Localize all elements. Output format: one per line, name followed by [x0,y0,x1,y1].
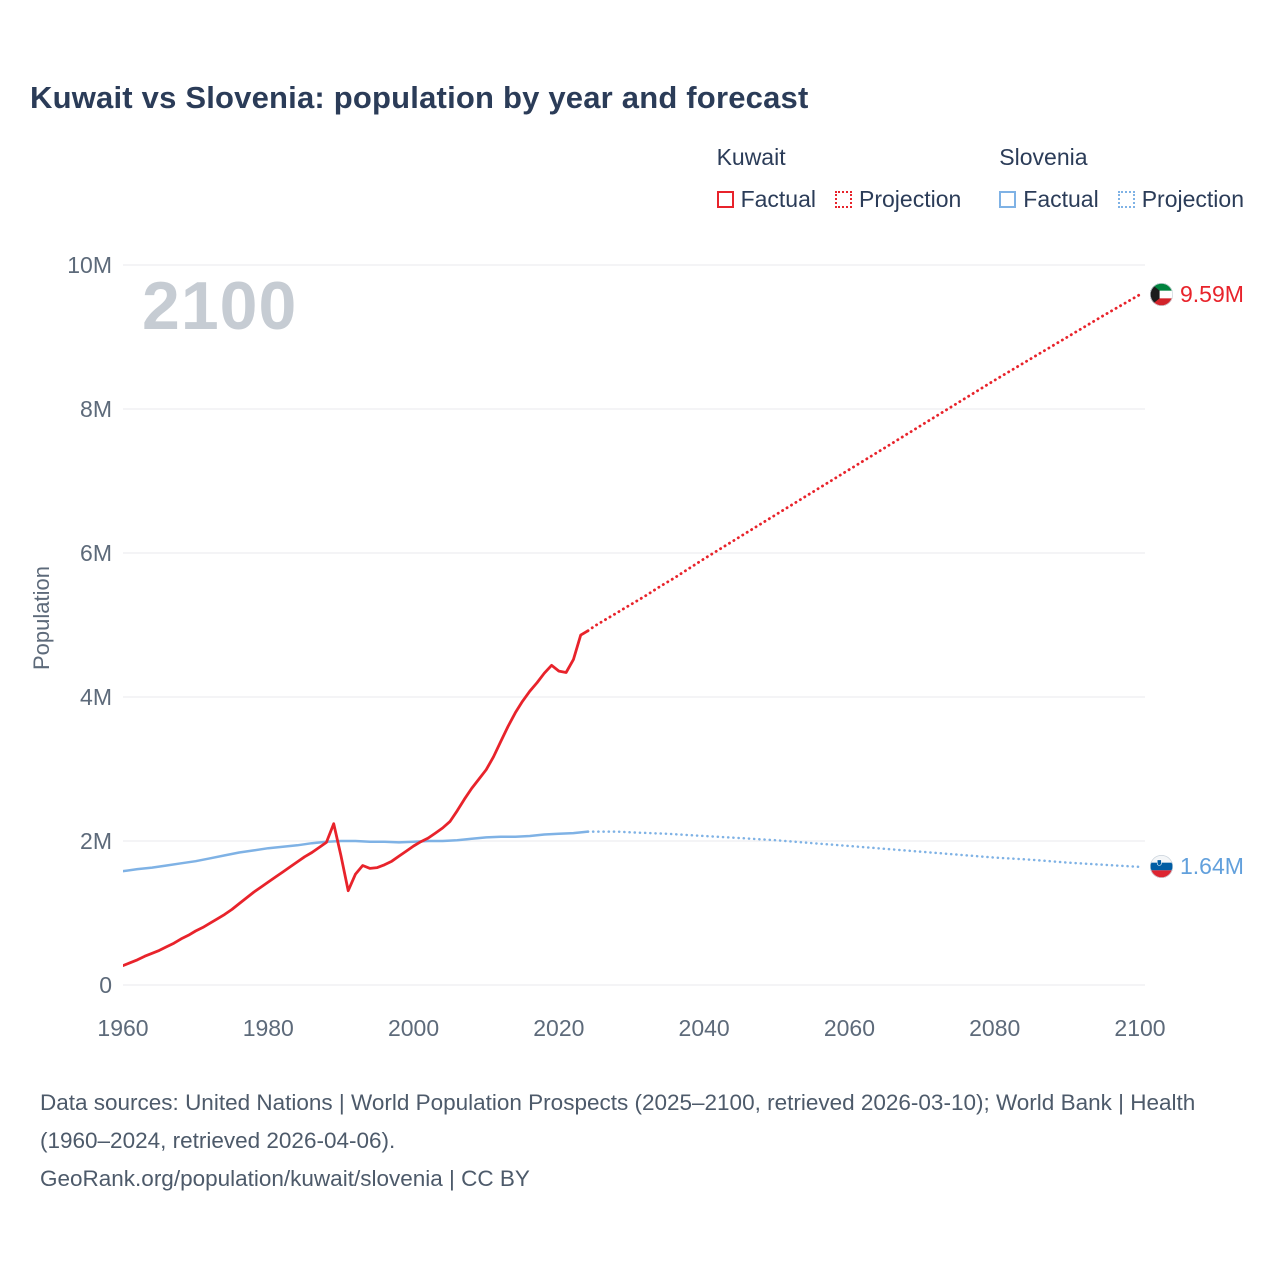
end-label-kuwait: 9.59M [1150,280,1244,310]
x-tick-label: 2100 [1114,1015,1166,1041]
plot-svg [123,264,1145,986]
watermark-year: 2100 [142,268,298,344]
legend-item-label: Projection [859,186,962,212]
legend-group-kuwait: Kuwait Factual Projection [716,144,961,213]
legend-item-label: Factual [1023,186,1099,212]
y-tick-label: 0 [99,972,112,998]
legend-group-title-slovenia: Slovenia [999,144,1088,170]
x-tick-label: 1960 [97,1015,149,1041]
legend-row-kuwait: Factual Projection [716,186,961,213]
x-tick-label: 2020 [533,1015,585,1041]
slovenia-flag-icon [1150,855,1173,879]
legend-item-label: Factual [740,186,816,212]
y-tick-label: 6M [80,540,112,566]
legend-item-label: Projection [1141,186,1244,212]
legend-item-slovenia-projection[interactable]: Projection [1117,186,1244,213]
y-axis-title: Population [29,566,54,670]
legend-group-title-kuwait: Kuwait [716,144,786,170]
footer: Data sources: United Nations | World Pop… [40,1084,1205,1198]
page-title: Kuwait vs Slovenia: population by year a… [30,80,809,115]
end-label-value: 1.64M [1180,853,1244,880]
y-tick-label: 4M [80,684,112,710]
x-tick-label: 1980 [242,1015,294,1041]
kuwait-factual-swatch-icon [716,191,734,208]
series-line-kuwait-projection [586,293,1142,633]
x-tick-label: 2040 [678,1015,730,1041]
kuwait-flag-icon [1150,283,1173,307]
x-tick-label: 2000 [387,1015,440,1041]
slovenia-factual-swatch-icon [999,191,1017,208]
x-tick-label: 2060 [823,1015,875,1041]
slovenia-projection-swatch-icon [1117,191,1135,208]
legend-row-slovenia: Factual Projection [999,186,1244,213]
series-line-slovenia-factual [123,830,590,873]
legend-item-kuwait-factual[interactable]: Factual [716,186,816,213]
y-tick-label: 10M [67,252,112,278]
y-tick-label: 8M [80,396,112,422]
end-label-slovenia: 1.64M [1150,852,1244,882]
y-tick-label: 2M [80,828,112,854]
end-label-value: 9.59M [1180,281,1244,308]
legend-item-kuwait-projection[interactable]: Projection [835,186,961,213]
series-line-slovenia-projection [586,830,1142,869]
series-line-kuwait-factual [123,629,590,967]
attribution-link[interactable]: GeoRank.org/population/kuwait/slovenia |… [40,1166,530,1191]
kuwait-projection-swatch-icon [835,191,852,208]
legend-item-slovenia-factual[interactable]: Factual [999,186,1099,213]
legend: Kuwait Factual Projection Slovenia Factu… [716,144,1244,213]
data-sources-text: Data sources: United Nations | World Pop… [40,1090,1196,1153]
legend-group-slovenia: Slovenia Factual Projection [999,144,1244,213]
x-tick-label: 2080 [969,1015,1021,1041]
